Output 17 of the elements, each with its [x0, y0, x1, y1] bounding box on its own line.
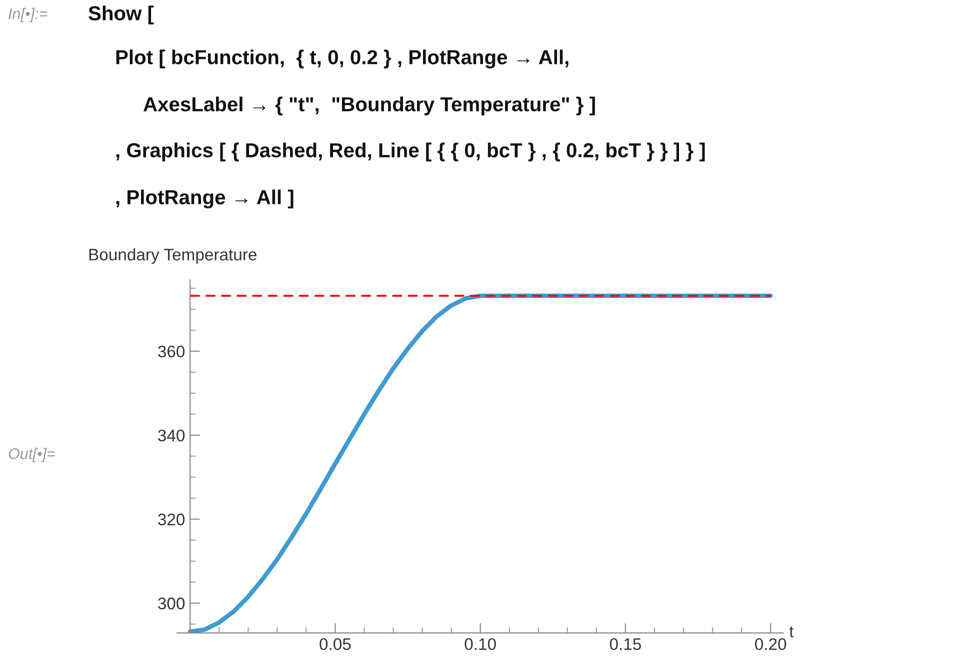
y-axis-title: Boundary Temperature — [89, 248, 256, 264]
text: , Graphics [ { Dashed, Red, Line [ { { 0, bcT } , { 0.2, bcT } } ] } ] — [116, 142, 705, 162]
x-tick-label: 0.05 — [320, 638, 351, 650]
text: AxesLabel → { "t", "Boundary Temperature" } ] — [144, 96, 595, 116]
x-tick-label: 0.10 — [464, 638, 496, 650]
x-axis-title: t — [789, 626, 794, 638]
x-tick-label: 0.20 — [755, 638, 786, 650]
y-tick-label: 300 — [158, 598, 185, 610]
text: , PlotRange → All ] — [116, 190, 294, 208]
y-tick-label: 340 — [158, 430, 185, 442]
text: Plot [ bcFunction, { t, 0, 0.2 } , PlotRange → All, — [116, 50, 568, 68]
x-tick-label: 0.15 — [610, 638, 641, 650]
y-tick-label: 320 — [158, 514, 185, 526]
text: Out[•]= — [8, 448, 55, 462]
text: Show [ — [88, 6, 154, 24]
y-tick-label: 360 — [158, 346, 185, 358]
text: In[•]:= — [8, 8, 48, 22]
